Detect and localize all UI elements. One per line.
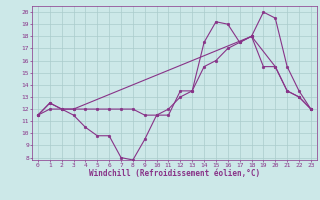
X-axis label: Windchill (Refroidissement éolien,°C): Windchill (Refroidissement éolien,°C): [89, 169, 260, 178]
